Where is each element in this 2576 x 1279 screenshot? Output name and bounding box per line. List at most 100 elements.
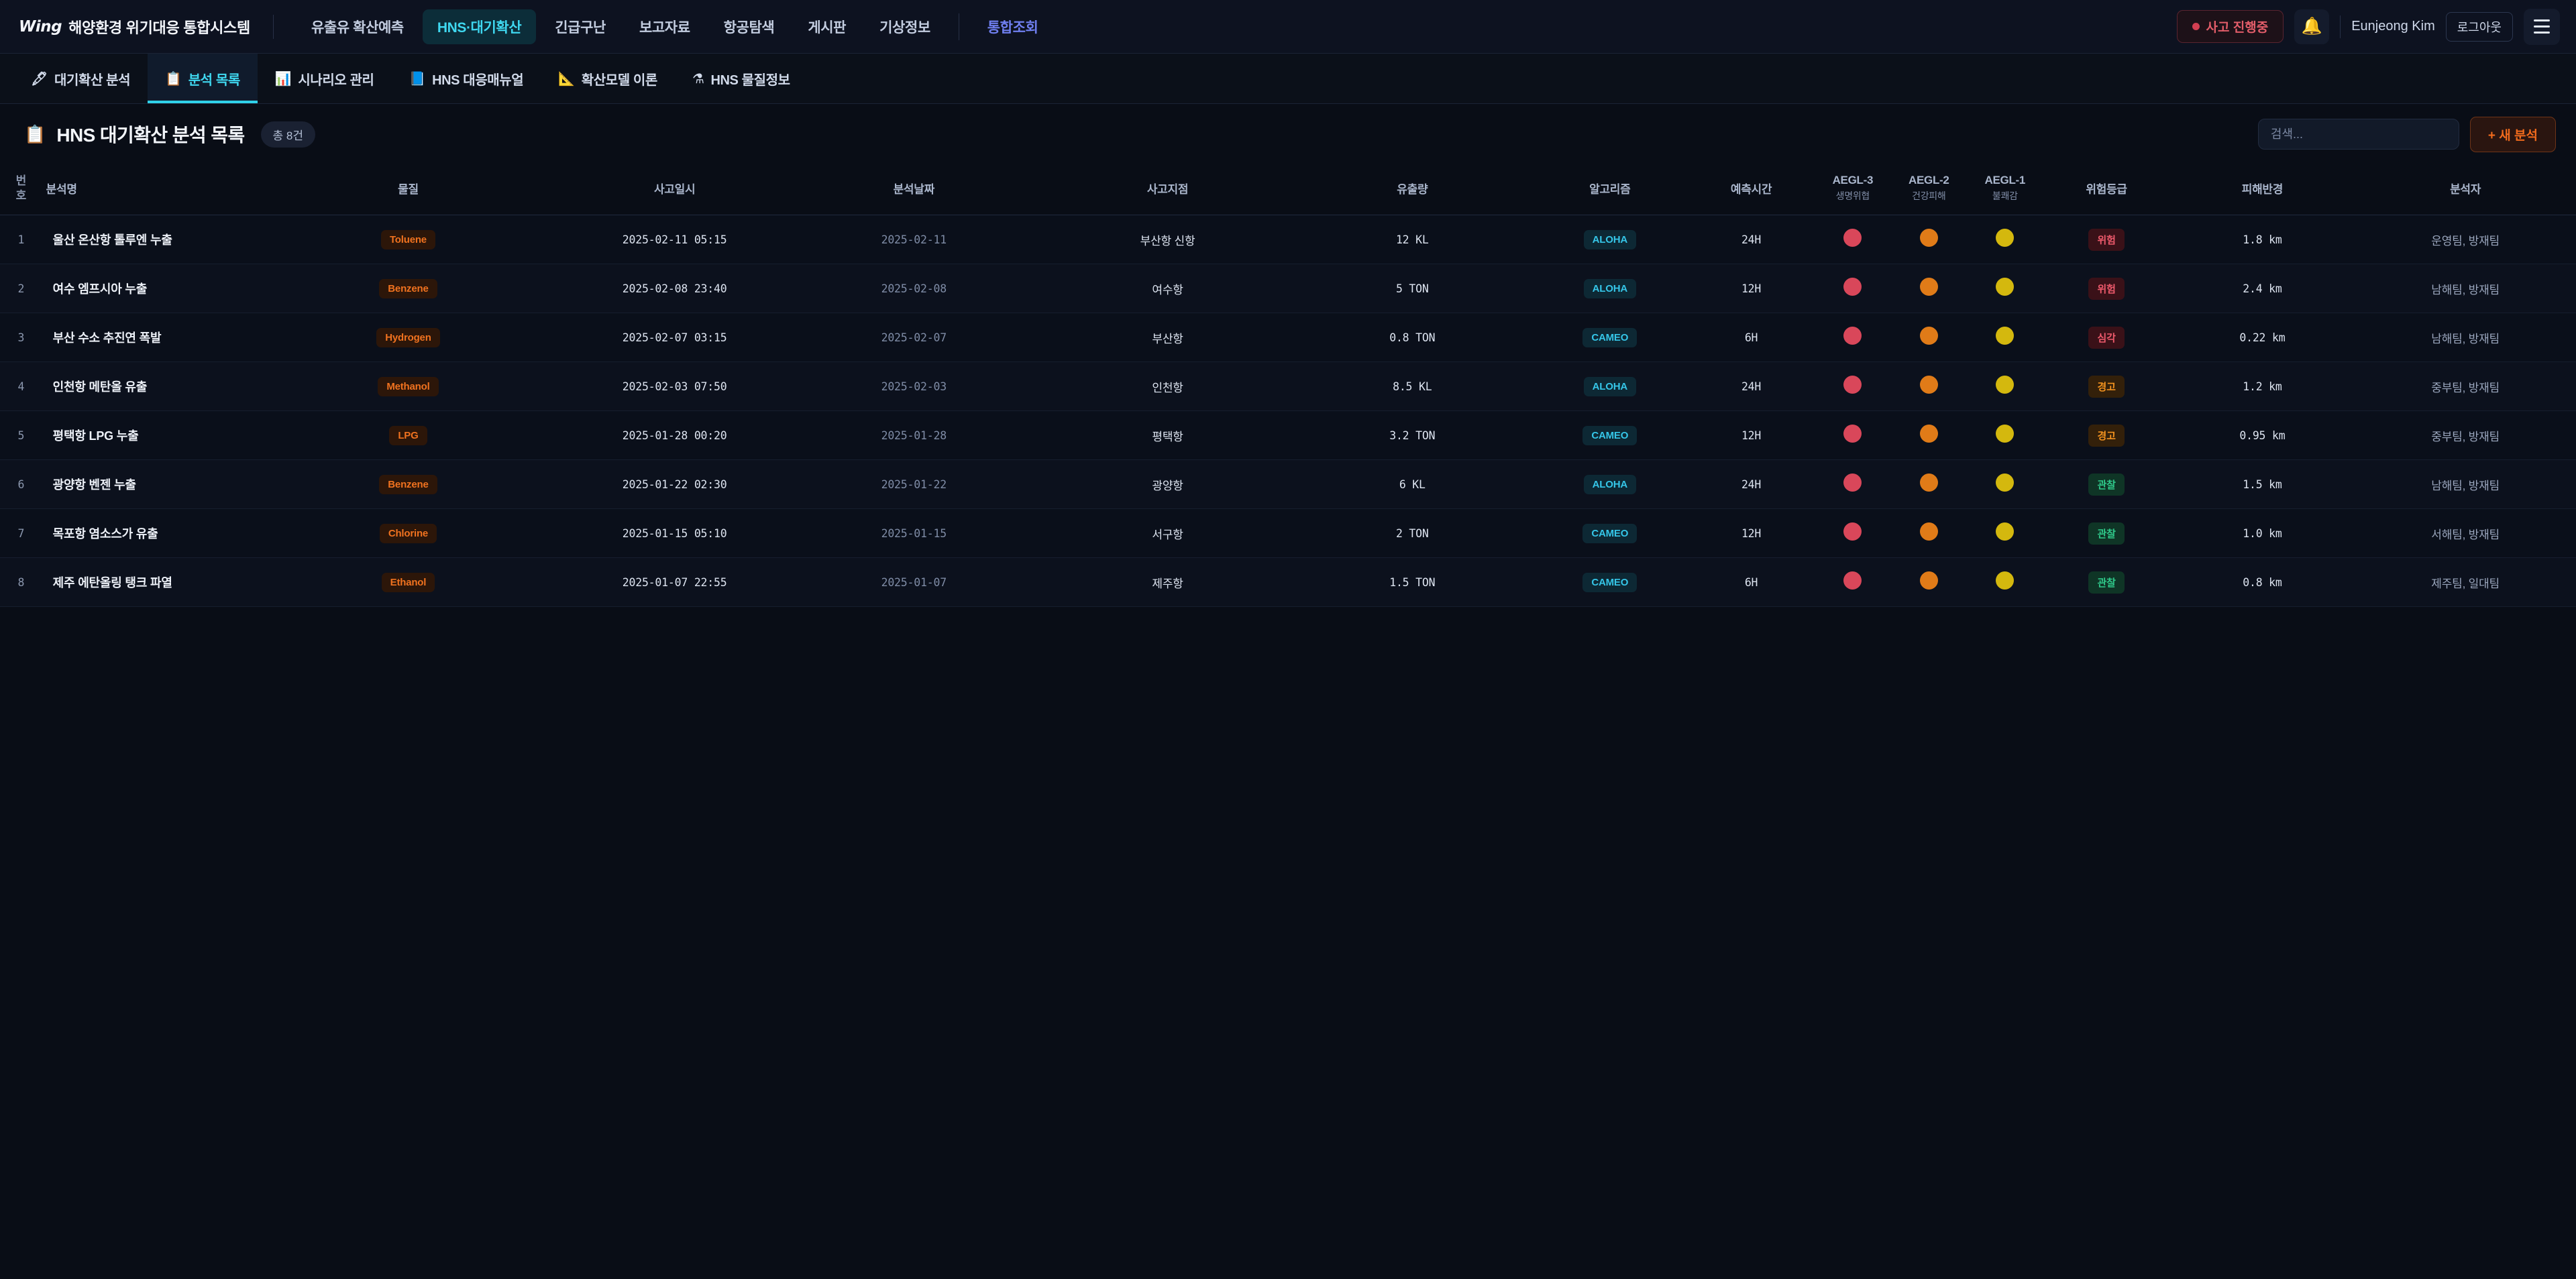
hamburger-menu-icon[interactable] — [2524, 8, 2560, 45]
subtab-4[interactable]: 📐 확산모델 이론 — [541, 54, 675, 103]
subtab-icon-0: 🖋 — [31, 71, 48, 87]
nav-item-2[interactable]: 긴급구난 — [555, 19, 606, 36]
sub-navigation: 🖋 대기확산 분석 📋 분석 목록 📊 시나리오 관리 📘 HNS 대응매뉴얼 📐 확산모델 이론… — [0, 54, 2576, 104]
table-row[interactable]: 5 평택항 LPG 누출 LPG 2025-01-28 00:20 2025-01-28… — [0, 410, 2576, 460]
column-header-algorithm[interactable]: 알고리즘 — [1532, 164, 1688, 215]
incident-location: 서구항 — [1152, 528, 1183, 541]
cell-predict: 24H — [1687, 215, 1815, 264]
column-header-label-occurred: 사고일시 — [653, 183, 696, 196]
search-input[interactable] — [2257, 119, 2459, 150]
cell-no: 5 — [0, 410, 42, 460]
nav-item-7[interactable]: 통합조회 — [987, 19, 1038, 36]
table-row[interactable]: 6 광양항 벤젠 누출 Benzene 2025-01-22 02:30 2025-01… — [0, 459, 2576, 509]
prediction-hours: 12H — [1741, 429, 1762, 442]
status-dot-icon — [2192, 23, 2200, 30]
nav-item-4[interactable]: 항공탐색 — [723, 19, 775, 36]
occurred-datetime: 2025-01-22 02:30 — [622, 478, 727, 491]
cell-location: 제주항 — [1042, 557, 1293, 607]
cell-aegl2 — [1890, 362, 1968, 411]
aegl1-indicator-icon — [1996, 425, 2015, 443]
aegl2-indicator-icon — [1919, 522, 1938, 541]
header-divider — [2340, 15, 2341, 38]
row-number: 5 — [17, 429, 25, 442]
cell-no: 7 — [0, 508, 42, 558]
subtab-icon-3: 📘 — [409, 71, 426, 87]
cell-name: 인천항 메탄올 유출 — [42, 362, 253, 411]
cell-aegl2 — [1890, 264, 1968, 313]
cell-risk: 관찰 — [2043, 508, 2170, 558]
column-header-occurred[interactable]: 사고일시 — [564, 164, 786, 215]
column-header-aegl2[interactable]: AEGL-2 건강피해 — [1890, 164, 1968, 215]
bell-icon[interactable]: 🔔 — [2294, 9, 2330, 44]
cell-location: 여수항 — [1042, 264, 1293, 313]
status-badge-incident-active[interactable]: 사고 진행중 — [2176, 10, 2284, 43]
analyst-teams: 중부팀, 방재팀 — [2431, 430, 2500, 443]
cell-aegl2 — [1890, 459, 1968, 509]
occurred-datetime: 2025-02-07 03:15 — [622, 331, 727, 344]
cell-name: 부산 수소 추진연 폭발 — [42, 313, 253, 362]
column-header-analyst[interactable]: 분석자 — [2355, 164, 2576, 215]
subtab-0[interactable]: 🖋 대기확산 분석 — [13, 54, 148, 103]
cell-occurred: 2025-02-03 07:50 — [564, 362, 786, 411]
cell-risk: 관찰 — [2043, 557, 2170, 607]
nav-item-1[interactable]: HNS·대기확산 — [422, 9, 537, 44]
cell-risk: 경고 — [2043, 410, 2170, 460]
algorithm-badge: CAMEO — [1582, 425, 1638, 445]
cell-analyzed: 2025-01-15 — [785, 508, 1043, 558]
nav-item-3[interactable]: 보고자료 — [639, 19, 690, 36]
column-header-label-radius: 피해반경 — [2241, 183, 2284, 196]
incident-location: 평택항 — [1152, 430, 1183, 443]
subtab-3[interactable]: 📘 HNS 대응매뉴얼 — [392, 54, 541, 103]
cell-no: 4 — [0, 362, 42, 411]
nav-item-6[interactable]: 기상정보 — [879, 19, 930, 36]
cell-material: LPG — [252, 410, 564, 460]
column-header-name[interactable]: 분석명 — [42, 164, 253, 215]
cell-analyst: 운영팀, 방재팀 — [2355, 215, 2576, 264]
new-analysis-button[interactable]: + 새 분석 — [2469, 116, 2556, 152]
column-header-aegl3[interactable]: AEGL-3 생명위협 — [1815, 164, 1891, 215]
aegl1-indicator-icon — [1996, 474, 2015, 492]
column-header-aegl1[interactable]: AEGL-1 불쾌감 — [1967, 164, 2043, 215]
subtab-5[interactable]: ⚗ HNS 물질정보 — [675, 54, 808, 103]
analyst-teams: 남해팀, 방재팀 — [2431, 479, 2500, 492]
logout-button[interactable]: 로그아웃 — [2445, 11, 2513, 42]
nav-item-5[interactable]: 게시판 — [808, 19, 847, 36]
page-header-actions: + 새 분석 — [2257, 116, 2556, 152]
table-row[interactable]: 2 여수 엠프시아 누출 Benzene 2025-02-08 23:40 2025-0… — [0, 264, 2576, 313]
nav-item-0[interactable]: 유출유 확산예측 — [311, 19, 404, 36]
cell-occurred: 2025-01-28 00:20 — [564, 410, 786, 460]
column-header-predict[interactable]: 예측시간 — [1687, 164, 1815, 215]
table-row[interactable]: 1 울산 온산항 톨루엔 누출 Toluene 2025-02-11 05:15 202… — [0, 215, 2576, 264]
top-header: Wing 해양환경 위기대응 통합시스템 유출유 확산예측 HNS·대기확산 긴급구… — [0, 0, 2576, 54]
aegl1-indicator-icon — [1996, 376, 2015, 394]
algorithm-badge: ALOHA — [1583, 474, 1636, 494]
column-header-material[interactable]: 물질 — [252, 164, 564, 215]
cell-radius: 1.2 km — [2169, 362, 2355, 411]
column-header-analyzed[interactable]: 분석날짜 — [785, 164, 1043, 215]
column-header-location[interactable]: 사고지점 — [1042, 164, 1293, 215]
cell-aegl1 — [1967, 508, 2043, 558]
column-header-amount[interactable]: 유출량 — [1292, 164, 1532, 215]
brand-logo[interactable]: Wing 해양환경 위기대응 통합시스템 — [19, 16, 250, 38]
cell-material: Benzene — [252, 459, 564, 509]
cell-aegl3 — [1815, 508, 1891, 558]
subtab-2[interactable]: 📊 시나리오 관리 — [258, 54, 392, 103]
cell-analyst: 남해팀, 방재팀 — [2355, 313, 2576, 362]
cell-analyst: 제주팀, 일대팀 — [2355, 557, 2576, 607]
aegl3-indicator-icon — [1843, 571, 1862, 590]
cell-material: Hydrogen — [252, 313, 564, 362]
table-row[interactable]: 7 목포항 염소스가 유출 Chlorine 2025-01-15 05:10 2025… — [0, 508, 2576, 558]
analyzed-date: 2025-01-28 — [881, 429, 947, 442]
table-row[interactable]: 4 인천항 메탄올 유출 Methanol 2025-02-03 07:50 2025-… — [0, 362, 2576, 411]
damage-radius: 1.8 km — [2243, 233, 2282, 246]
table-row[interactable]: 8 제주 에탄올링 탱크 파열 Ethanol 2025-01-07 22:55 202… — [0, 557, 2576, 607]
aegl2-indicator-icon — [1919, 327, 1938, 345]
column-header-risk[interactable]: 위험등급 — [2043, 164, 2170, 215]
subtab-1[interactable]: 📋 분석 목록 — [148, 54, 258, 103]
cell-amount: 3.2 TON — [1292, 410, 1532, 460]
column-header-radius[interactable]: 피해반경 — [2169, 164, 2355, 215]
table-row[interactable]: 3 부산 수소 추진연 폭발 Hydrogen 2025-02-07 03:15 202… — [0, 313, 2576, 362]
risk-level-badge: 관찰 — [2088, 571, 2125, 594]
cell-analyzed: 2025-02-08 — [785, 264, 1043, 313]
